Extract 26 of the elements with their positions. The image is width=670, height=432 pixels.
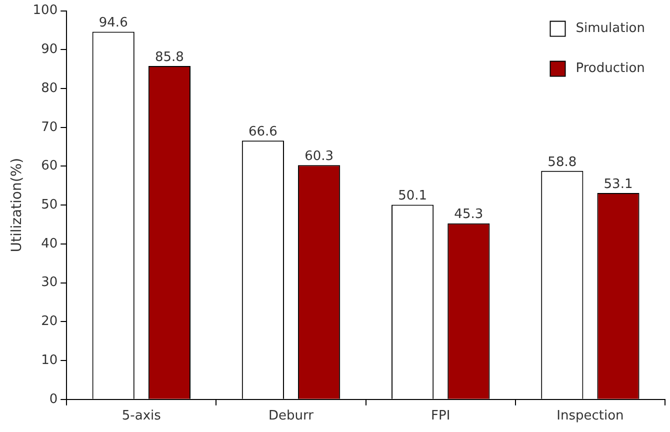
y-tick-label: 60: [41, 158, 58, 174]
y-tick-label: 10: [41, 352, 58, 368]
y-tick-label: 30: [41, 275, 58, 290]
y-tick-label: 80: [41, 80, 58, 96]
y-tick-label: 90: [41, 42, 58, 58]
y-tick-label: 50: [41, 197, 58, 212]
data-label: 58.8: [548, 154, 577, 170]
y-tick-label: 70: [41, 120, 58, 135]
x-tick-label: Inspection: [556, 408, 624, 424]
x-tick-label: Deburr: [268, 408, 314, 424]
data-label: 66.6: [248, 124, 278, 140]
data-label: 45.3: [454, 207, 484, 222]
legend-label: Production: [576, 61, 645, 76]
data-label: 53.1: [604, 176, 633, 192]
y-tick-label: 100: [32, 3, 58, 18]
legend-label: Simulation: [576, 21, 646, 36]
data-label: 50.1: [398, 188, 428, 204]
y-tick-label: 40: [41, 236, 58, 252]
x-tick-label: 5-axis: [122, 408, 162, 424]
x-tick-label: FPI: [431, 408, 450, 424]
data-label: 60.3: [304, 148, 334, 164]
y-tick-label: 20: [41, 314, 58, 330]
data-label: 94.6: [98, 16, 128, 31]
data-label: 85.8: [154, 50, 184, 65]
y-axis-title: Utilization(%): [9, 158, 26, 252]
y-tick-label: 0: [49, 392, 58, 407]
